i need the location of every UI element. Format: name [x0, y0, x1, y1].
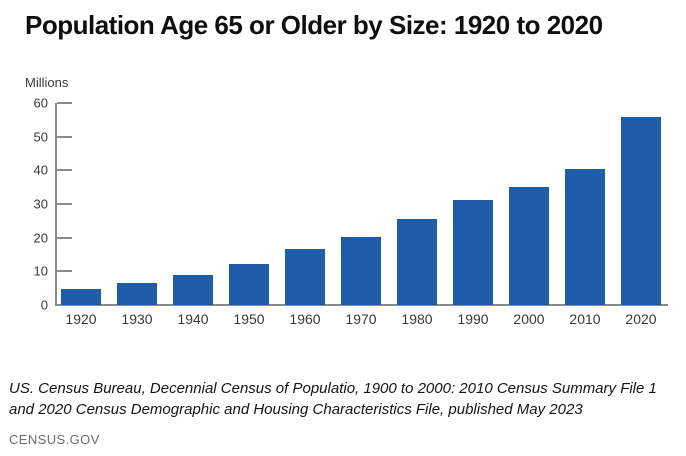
bar-1990: [453, 199, 493, 305]
bar-1970: [341, 237, 381, 305]
y-tick-label-10: 10: [33, 263, 48, 279]
bar-1950: [229, 263, 269, 305]
y-tick-label-40: 40: [33, 162, 48, 178]
bar-1960: [285, 249, 325, 305]
y-axis-line: [55, 103, 57, 305]
bar-2000: [509, 187, 549, 305]
source-site: CENSUS.GOV: [9, 432, 100, 447]
chart-title: Population Age 65 or Older by Size: 1920…: [25, 10, 603, 40]
x-tick-label-2020: 2020: [625, 311, 657, 327]
y-tick-50: [57, 135, 72, 138]
bar-2010: [565, 169, 605, 305]
x-tick-label-1980: 1980: [401, 311, 433, 327]
y-tick-label-0: 0: [40, 297, 48, 313]
x-tick-label-1960: 1960: [289, 311, 321, 327]
x-axis-line: [55, 304, 668, 306]
y-tick-40: [57, 169, 72, 172]
y-tick-label-20: 20: [33, 230, 48, 246]
bar-1940: [173, 274, 213, 305]
x-tick-label-2000: 2000: [513, 311, 545, 327]
source-note: US. Census Bureau, Decennial Census of P…: [9, 380, 657, 419]
bar-1980: [397, 219, 437, 305]
y-axis-units-label: Millions: [25, 75, 69, 90]
y-tick-20: [57, 236, 72, 239]
bar-1930: [117, 282, 157, 305]
bar-chart: 0 10 20 30 40 50 60 1920 1930 1940 1950 1960 1970 19…: [33, 95, 668, 327]
x-tick-label-1930: 1930: [121, 311, 153, 327]
x-tick-label-1990: 1990: [457, 311, 489, 327]
x-tick-label-1920: 1920: [65, 311, 97, 327]
x-tick-label-2010: 2010: [569, 311, 601, 327]
y-tick-30: [57, 203, 72, 205]
y-tick-60: [57, 102, 72, 104]
x-tick-label-1950: 1950: [233, 311, 265, 327]
x-tick-label-1940: 1940: [177, 311, 209, 327]
y-tick-label-50: 50: [33, 129, 48, 145]
bar-2020: [621, 117, 661, 305]
y-tick-label-30: 30: [33, 196, 48, 212]
bar-1920: [61, 288, 101, 305]
x-tick-label-1970: 1970: [345, 311, 377, 327]
y-tick-10: [57, 270, 72, 273]
y-tick-label-60: 60: [33, 95, 48, 111]
